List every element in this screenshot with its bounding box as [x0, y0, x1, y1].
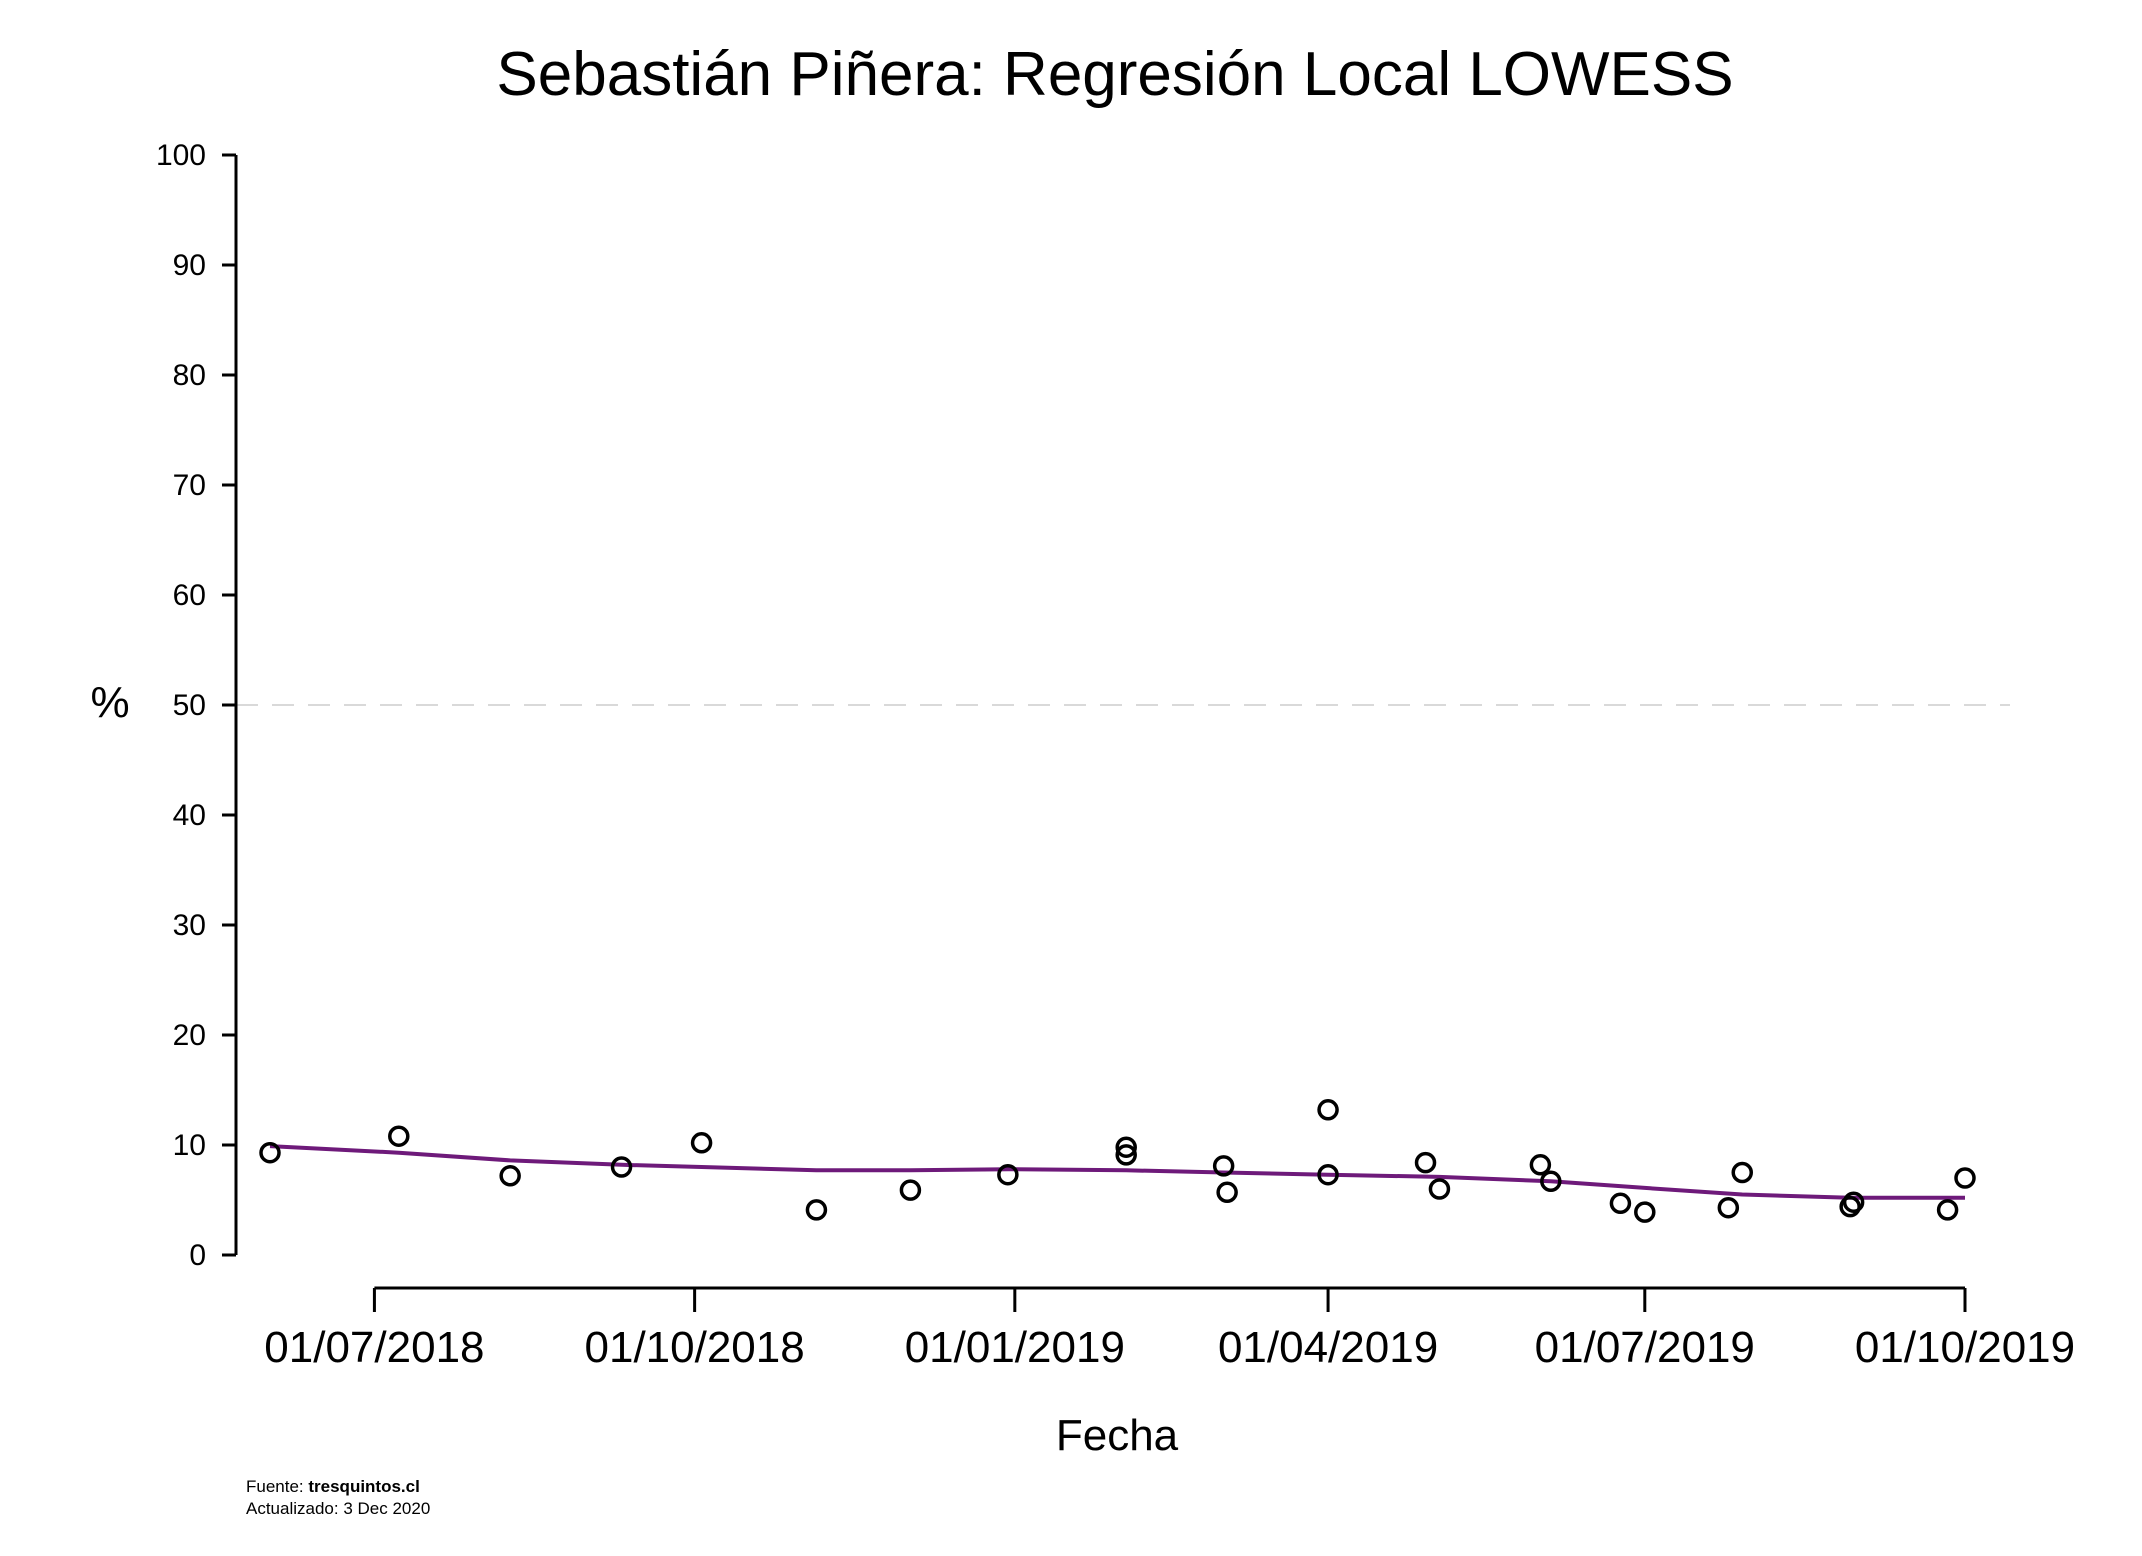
y-tick-label: 100	[156, 139, 206, 172]
y-tick-label: 80	[173, 359, 206, 392]
source-name: tresquintos.cl	[308, 1477, 419, 1496]
data-point	[1540, 1170, 1562, 1193]
lowess-layer	[269, 1144, 1965, 1200]
x-ticks: 01/07/2018 01/10/2018 01/01/2019 01/04/2019…	[264, 1288, 2075, 1372]
source-prefix: Fuente:	[246, 1477, 308, 1496]
y-tick-label: 30	[173, 909, 206, 942]
x-tick-label: 01/01/2019	[905, 1323, 1125, 1372]
y-axis-label: %	[90, 678, 129, 727]
points-layer	[259, 1099, 1976, 1223]
y-tick-label: 90	[173, 249, 206, 282]
data-point	[388, 1125, 410, 1147]
y-tick-label: 40	[173, 799, 206, 832]
x-tick-label: 01/07/2019	[1535, 1323, 1755, 1372]
y-tick-label: 10	[173, 1129, 206, 1162]
data-point	[499, 1165, 521, 1187]
data-point	[1115, 1136, 1137, 1158]
data-point	[1842, 1191, 1865, 1213]
data-point	[1717, 1196, 1740, 1219]
y-tick-label: 60	[173, 579, 206, 612]
data-point	[610, 1156, 633, 1178]
data-point	[1317, 1099, 1339, 1121]
y-tick-label: 70	[173, 469, 206, 502]
data-point	[1529, 1154, 1552, 1176]
data-point	[1216, 1181, 1238, 1204]
data-point	[899, 1179, 922, 1201]
chart-title: Sebastián Piñera: Regresión Local LOWESS	[496, 40, 1733, 109]
data-point	[1954, 1167, 1976, 1189]
x-axis-label: Fecha	[1056, 1411, 1179, 1460]
source-note: Fuente: tresquintos.cl	[246, 1477, 420, 1496]
data-point	[1317, 1163, 1339, 1186]
y-tick-label: 0	[189, 1239, 206, 1272]
data-point	[259, 1141, 281, 1164]
x-tick-label: 01/04/2019	[1218, 1323, 1438, 1372]
data-point	[1428, 1178, 1451, 1200]
data-point	[1634, 1201, 1656, 1223]
data-point	[690, 1132, 713, 1154]
lowess-curve	[269, 1144, 1965, 1200]
data-point	[1609, 1192, 1632, 1215]
x-tick-label: 01/10/2018	[585, 1323, 805, 1372]
data-point	[997, 1163, 1019, 1186]
data-point	[1731, 1161, 1753, 1184]
data-point	[1212, 1155, 1235, 1177]
y-tick-label: 20	[173, 1019, 206, 1052]
y-tick-label: 50	[173, 689, 206, 722]
y-ticks: 0 10 20 30 40 50 60 70 80 90 100	[156, 139, 236, 1272]
data-point	[1936, 1199, 1959, 1221]
updated-note: Actualizado: 3 Dec 2020	[246, 1499, 430, 1518]
data-point	[1414, 1151, 1437, 1174]
data-point	[1839, 1195, 1861, 1218]
x-tick-label: 01/07/2018	[264, 1323, 484, 1372]
data-point	[1115, 1144, 1137, 1166]
data-point	[805, 1199, 828, 1221]
x-tick-label: 01/10/2019	[1855, 1323, 2075, 1372]
